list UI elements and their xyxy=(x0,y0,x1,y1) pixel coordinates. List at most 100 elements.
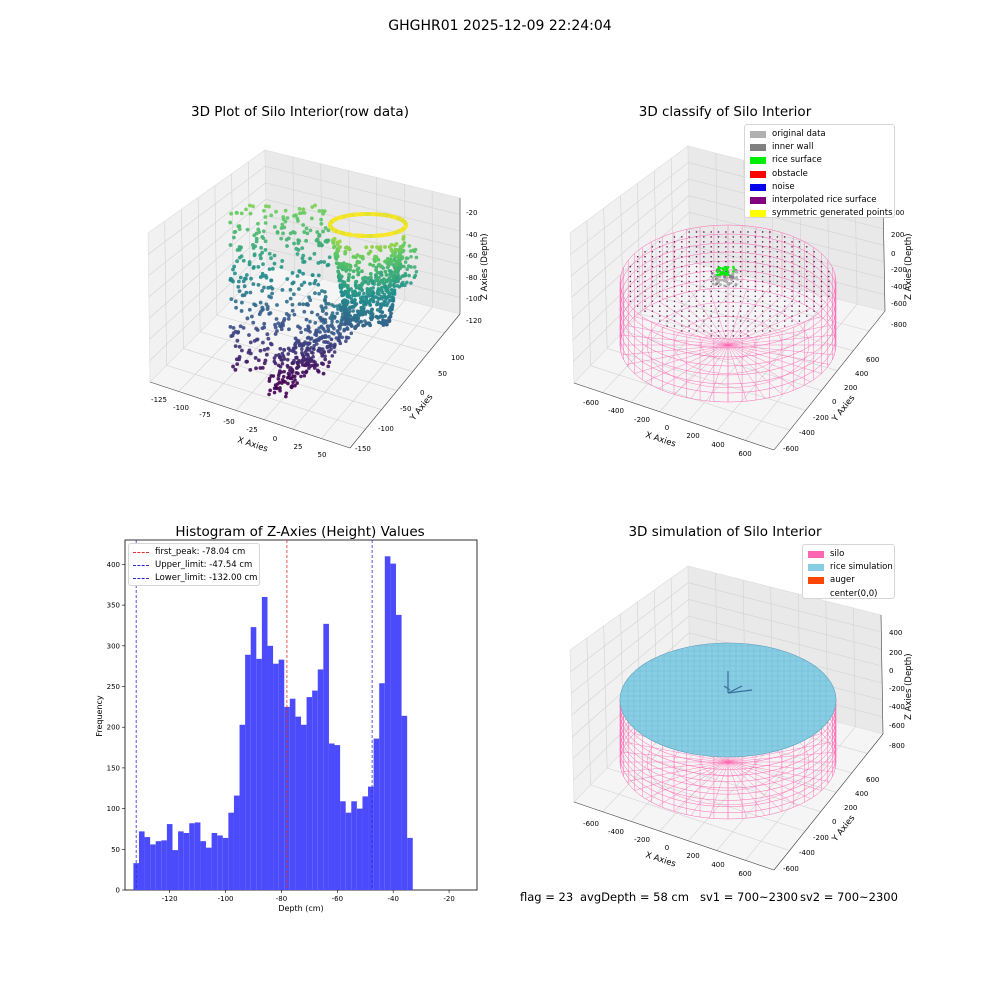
gridline xyxy=(265,166,461,215)
data-point xyxy=(274,209,278,214)
legend-item: Upper_limit: -47.54 cm xyxy=(133,559,255,572)
data-point xyxy=(307,366,311,371)
data-point xyxy=(375,300,380,304)
interpolated-point xyxy=(717,335,720,337)
data-point xyxy=(296,241,301,246)
data-point xyxy=(269,278,274,283)
data-point xyxy=(249,314,254,319)
data-point xyxy=(251,320,256,325)
interpolated-point xyxy=(754,330,757,332)
data-point xyxy=(339,274,344,279)
data-point xyxy=(302,230,307,234)
data-point xyxy=(287,375,291,380)
gridline xyxy=(572,212,690,319)
interpolated-point xyxy=(805,285,808,288)
legend-swatch xyxy=(133,552,149,554)
data-point xyxy=(393,250,397,255)
p4-ytick: 600 xyxy=(866,776,879,784)
data-point xyxy=(234,305,238,310)
data-point xyxy=(364,295,369,300)
data-point xyxy=(321,308,325,313)
interpolated-point xyxy=(776,260,779,263)
interpolated-point xyxy=(747,280,749,283)
interpolated-point xyxy=(761,260,764,263)
data-point xyxy=(316,261,321,265)
histogram-bar xyxy=(328,743,335,890)
gridline xyxy=(637,183,641,314)
data-point xyxy=(351,309,356,313)
interpolated-point xyxy=(688,325,690,327)
interpolated-point xyxy=(717,285,720,288)
data-point xyxy=(343,251,348,256)
interpolated-point xyxy=(747,315,749,317)
data-point xyxy=(406,264,411,268)
data-point xyxy=(342,214,347,219)
legend-label: Upper_limit: -47.54 cm xyxy=(155,560,253,571)
interpolated-point xyxy=(776,285,779,288)
data-point xyxy=(273,322,277,327)
data-point xyxy=(270,291,274,296)
data-point xyxy=(332,304,336,309)
gridline xyxy=(745,726,856,861)
interpolated-point xyxy=(820,295,823,298)
data-point xyxy=(267,267,272,272)
interpolated-point xyxy=(783,265,786,268)
data-point xyxy=(302,373,307,378)
interpolated-point xyxy=(754,295,757,298)
data-point xyxy=(276,321,281,326)
figure-title: GHGHR01 2025-12-09 22:24:04 xyxy=(388,18,612,34)
p2-xlabel: X Axies xyxy=(644,430,677,449)
gridline xyxy=(216,314,413,372)
interpolated-point xyxy=(761,236,764,238)
data-point xyxy=(264,302,269,307)
interpolated-point xyxy=(820,285,823,288)
data-point xyxy=(229,297,234,301)
legend-swatch xyxy=(808,551,824,559)
interpolated-point xyxy=(783,236,786,238)
data-point xyxy=(326,262,331,267)
interpolated-point xyxy=(673,241,676,243)
interpolated-point xyxy=(769,305,771,308)
interpolated-point xyxy=(820,270,823,273)
interpolated-point xyxy=(695,275,698,278)
gridline xyxy=(607,348,806,411)
data-point xyxy=(305,363,310,367)
data-point xyxy=(332,316,337,320)
data-point xyxy=(386,264,391,269)
interpolated-point xyxy=(791,285,793,288)
p2-xtick: 600 xyxy=(738,450,751,458)
interpolated-point xyxy=(776,270,779,273)
data-point xyxy=(262,325,267,330)
data-point xyxy=(332,345,336,350)
legend-label: auger xyxy=(830,575,855,586)
interpolated-point xyxy=(695,295,698,298)
data-point xyxy=(342,284,346,288)
legend-label: inner wall xyxy=(772,142,814,153)
data-point xyxy=(294,355,298,360)
p1-ytick: -100 xyxy=(378,425,394,433)
interpolated-point xyxy=(805,280,808,283)
interpolated-point xyxy=(769,241,771,243)
p2-ztick: 0 xyxy=(891,250,895,258)
legend-swatch xyxy=(750,144,766,152)
interpolated-point xyxy=(651,255,654,258)
interpolated-point xyxy=(703,265,705,268)
interpolated-point xyxy=(673,320,676,322)
p4-ztick: -200 xyxy=(889,685,905,693)
data-point xyxy=(292,230,297,235)
interpolated-point xyxy=(629,265,632,268)
interpolated-point xyxy=(739,260,742,263)
interpolated-point xyxy=(681,330,683,332)
interpolated-point xyxy=(681,265,683,268)
data-point xyxy=(282,357,287,361)
interpolated-point xyxy=(725,320,727,322)
interpolated-point xyxy=(828,295,830,298)
legend-label: original data xyxy=(772,129,826,139)
data-point xyxy=(237,255,242,260)
data-point xyxy=(233,367,238,372)
data-point xyxy=(245,316,250,321)
data-point xyxy=(239,309,244,313)
interpolated-point xyxy=(681,270,683,273)
interpolated-point xyxy=(688,300,690,303)
data-point xyxy=(236,285,241,289)
